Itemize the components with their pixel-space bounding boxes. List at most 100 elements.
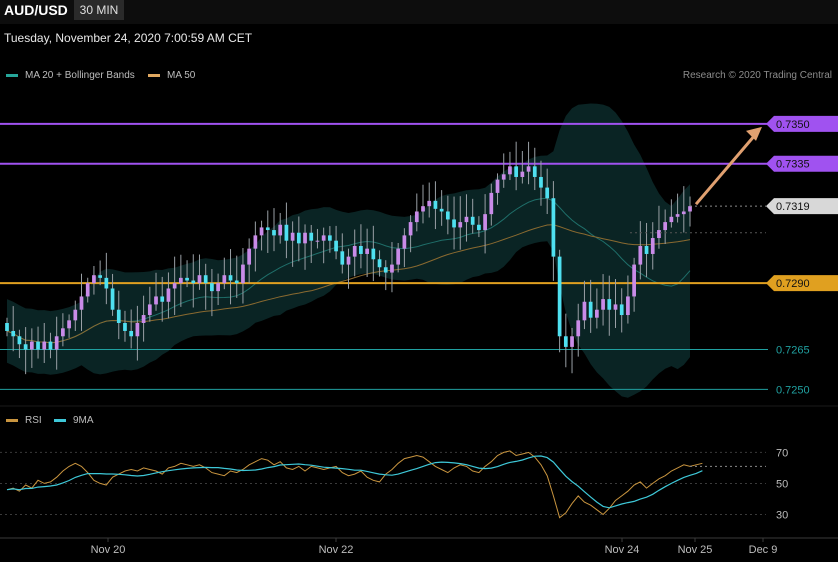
candle-bear xyxy=(129,330,134,337)
target-arrow-head xyxy=(746,126,762,141)
candle-bull xyxy=(570,336,574,347)
candle-bull xyxy=(141,315,146,323)
candle-bull xyxy=(321,235,326,241)
candle-bull xyxy=(290,232,295,241)
legend-rsi-9ma[interactable]: 9MA xyxy=(54,415,94,426)
candle-bear xyxy=(433,200,438,209)
candle-bull xyxy=(247,248,252,265)
target-arrow xyxy=(694,132,758,206)
candle-bear xyxy=(210,283,214,292)
candle-bear xyxy=(104,277,109,289)
candle-bull xyxy=(178,277,183,284)
candle-bull xyxy=(576,320,581,337)
candle-bull xyxy=(688,206,692,212)
x-tick-label: Dec 9 xyxy=(749,544,778,556)
candle-bull xyxy=(222,275,227,284)
x-tick-label: Nov 20 xyxy=(91,544,126,556)
candle-bull xyxy=(135,323,140,337)
candle-bull xyxy=(259,227,264,236)
candle-bull xyxy=(632,264,636,297)
candle-bull xyxy=(669,216,674,223)
candle-bull xyxy=(241,264,245,284)
candle-bull xyxy=(315,240,320,242)
candle-bear xyxy=(539,176,543,188)
candle-bull xyxy=(427,200,432,207)
candle-bear xyxy=(36,341,40,350)
candle-bull xyxy=(67,320,71,329)
candle-bear xyxy=(17,336,22,345)
level-label: 0.7350 xyxy=(776,119,810,131)
candle-bear xyxy=(110,288,115,310)
candle-bear xyxy=(619,304,624,316)
candle-bear xyxy=(644,246,649,254)
candle-bear xyxy=(439,208,444,212)
legend-swatch xyxy=(6,419,18,422)
candle-bull xyxy=(92,275,96,284)
candle-bull xyxy=(501,174,506,180)
candle-bull xyxy=(172,283,177,289)
candle-bear xyxy=(23,344,28,350)
legend-ma20-bollinger[interactable]: MA 20 + Bollinger Bands xyxy=(6,70,135,81)
candle-bear xyxy=(340,251,345,265)
candle-bull xyxy=(166,288,171,302)
legend-rsi[interactable]: RSI xyxy=(6,415,42,426)
timeframe-button[interactable]: 30 MIN xyxy=(74,0,124,20)
candle-bear xyxy=(5,323,9,331)
candle-bull xyxy=(421,206,425,212)
candle-bull xyxy=(675,214,680,217)
level-label: 0.7335 xyxy=(776,159,810,171)
candle-bull xyxy=(29,341,34,350)
candle-bull xyxy=(520,171,525,177)
rsi-9ma-line xyxy=(6,455,703,509)
legend-ma50[interactable]: MA 50 xyxy=(148,70,195,81)
candle-bull xyxy=(582,301,587,321)
candle-bull xyxy=(663,222,668,231)
candle-bull xyxy=(626,296,630,316)
legend-label: MA 20 + Bollinger Bands xyxy=(25,70,135,81)
level-label: 0.7290 xyxy=(776,278,810,290)
candle-bear xyxy=(514,166,519,177)
candle-bull xyxy=(595,309,599,318)
candle-bear xyxy=(557,256,562,337)
candle-bull xyxy=(508,166,512,175)
candle-bull xyxy=(613,304,618,310)
legend-label: RSI xyxy=(25,415,42,426)
candle-bear xyxy=(11,330,16,337)
candle-bull xyxy=(408,222,413,236)
candle-bull xyxy=(253,235,258,249)
candle-bull xyxy=(346,256,351,265)
candle-bear xyxy=(272,230,276,236)
candle-bear xyxy=(191,280,196,284)
candle-bull xyxy=(54,336,59,350)
candle-bear xyxy=(334,240,338,252)
candle-bear xyxy=(203,275,208,284)
candle-bull xyxy=(650,238,655,254)
candle-bull xyxy=(414,211,419,223)
candle-bull xyxy=(42,341,47,350)
candle-bear xyxy=(48,341,53,350)
legend-label: 9MA xyxy=(73,415,94,426)
candle-bull xyxy=(390,264,394,273)
candle-bull xyxy=(601,299,605,310)
x-tick-label: Nov 25 xyxy=(678,544,713,556)
candle-bear xyxy=(296,232,301,244)
candle-bear xyxy=(328,235,332,241)
candle-bull xyxy=(365,248,369,254)
legend-label: MA 50 xyxy=(167,70,196,81)
x-tick-label: Nov 22 xyxy=(319,544,354,556)
symbol-title: AUD/USD xyxy=(4,2,68,18)
candle-bull xyxy=(402,235,407,249)
rsi-level-label: 50 xyxy=(776,478,788,490)
candle-bull xyxy=(458,222,463,228)
level-tag xyxy=(766,115,838,132)
candle-bear xyxy=(371,248,376,260)
candle-bull xyxy=(352,246,357,257)
level-label: 0.7250 xyxy=(776,384,810,396)
candle-bull xyxy=(396,248,401,265)
candle-bull xyxy=(216,283,220,292)
level-tag xyxy=(766,155,838,172)
candle-bull xyxy=(278,224,283,236)
candle-bear xyxy=(452,219,456,228)
candle-bear xyxy=(607,299,612,310)
